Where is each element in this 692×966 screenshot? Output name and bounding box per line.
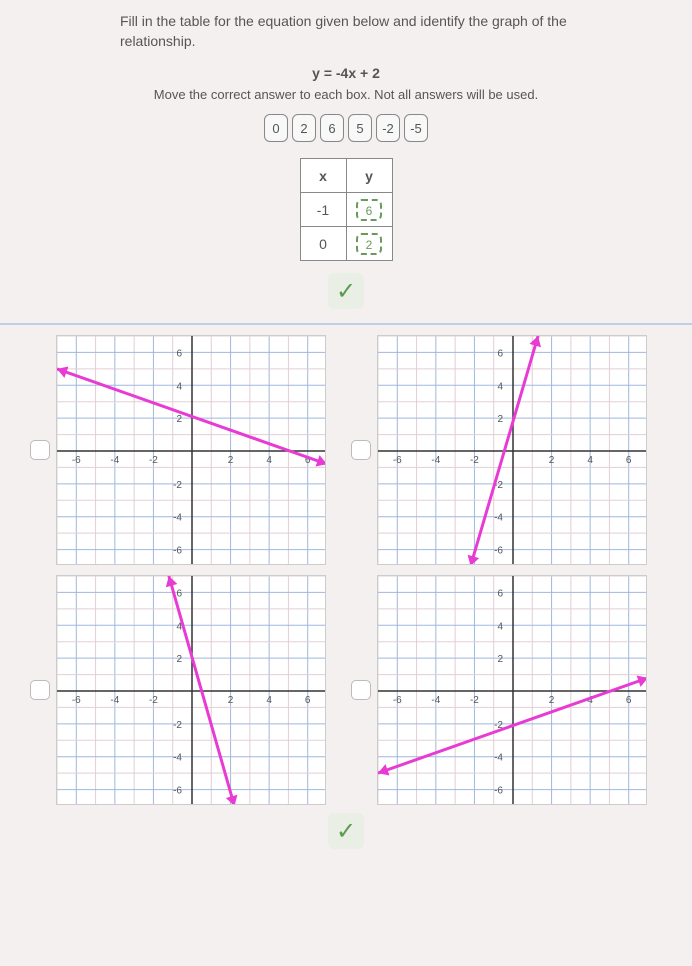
- svg-text:-6: -6: [393, 455, 402, 466]
- tile[interactable]: 0: [264, 114, 288, 142]
- cell-y-drop[interactable]: 6: [346, 193, 392, 227]
- graphs-grid: -6 -6 -4 -4 -2 -2 2 2 4 4 6 6 -6 -6 -4 -4 -2 -2 2 2 4 4 6 6 -6…: [0, 335, 692, 805]
- graph-4[interactable]: -6-6-4-4-2-2224466: [377, 575, 647, 805]
- svg-text:2: 2: [497, 414, 503, 425]
- cell-x: 0: [300, 227, 346, 261]
- svg-text:-6: -6: [173, 786, 182, 797]
- tile[interactable]: 6: [320, 114, 344, 142]
- tile[interactable]: -2: [376, 114, 400, 142]
- answer-tiles: 0 2 6 5 -2 -5: [0, 114, 692, 142]
- col-header-x: x: [300, 159, 346, 193]
- svg-text:4: 4: [176, 381, 182, 392]
- svg-text:2: 2: [228, 455, 234, 466]
- section-divider: [0, 323, 692, 325]
- instructions-text: Fill in the table for the equation given…: [0, 0, 692, 59]
- svg-text:6: 6: [176, 589, 182, 600]
- tile[interactable]: -5: [404, 114, 428, 142]
- svg-text:-4: -4: [110, 695, 119, 706]
- svg-text:2: 2: [176, 414, 182, 425]
- submit-check-button-2[interactable]: ✓: [328, 813, 364, 849]
- svg-text:2: 2: [228, 695, 234, 706]
- submit-check-button[interactable]: ✓: [328, 273, 364, 309]
- xy-table: x y -1 6 0 2: [300, 158, 393, 261]
- svg-text:2: 2: [497, 654, 503, 665]
- svg-text:-2: -2: [149, 695, 158, 706]
- svg-text:-2: -2: [149, 455, 158, 466]
- svg-text:-4: -4: [494, 513, 503, 524]
- svg-text:4: 4: [266, 455, 272, 466]
- svg-text:-6: -6: [72, 455, 81, 466]
- svg-text:-4: -4: [431, 455, 440, 466]
- svg-text:4: 4: [266, 695, 272, 706]
- tile[interactable]: 2: [292, 114, 316, 142]
- table-row: 0 2: [300, 227, 392, 261]
- svg-text:6: 6: [176, 349, 182, 360]
- svg-text:2: 2: [549, 695, 555, 706]
- svg-text:6: 6: [626, 695, 632, 706]
- graph-2[interactable]: -6-6-4-4-2-2224466: [377, 335, 647, 565]
- equation-text: y = -4x + 2: [0, 65, 692, 81]
- svg-text:-6: -6: [72, 695, 81, 706]
- sub-instructions-text: Move the correct answer to each box. Not…: [0, 87, 692, 102]
- svg-text:2: 2: [549, 455, 555, 466]
- svg-text:4: 4: [497, 621, 503, 632]
- cell-y-drop[interactable]: 2: [346, 227, 392, 261]
- svg-text:6: 6: [497, 349, 503, 360]
- tile[interactable]: 5: [348, 114, 372, 142]
- svg-text:-6: -6: [173, 546, 182, 557]
- svg-text:-4: -4: [173, 513, 182, 524]
- graph-radio-3[interactable]: [30, 680, 50, 700]
- svg-text:-2: -2: [470, 455, 479, 466]
- svg-text:-2: -2: [173, 480, 182, 491]
- svg-text:4: 4: [587, 455, 593, 466]
- svg-text:-4: -4: [494, 753, 503, 764]
- svg-text:-4: -4: [110, 455, 119, 466]
- svg-text:-4: -4: [431, 695, 440, 706]
- svg-text:6: 6: [626, 455, 632, 466]
- svg-text:-2: -2: [173, 720, 182, 731]
- svg-text:-6: -6: [494, 786, 503, 797]
- svg-text:6: 6: [305, 695, 311, 706]
- svg-text:2: 2: [176, 654, 182, 665]
- graph-radio-2[interactable]: [351, 440, 371, 460]
- svg-text:-6: -6: [393, 695, 402, 706]
- svg-text:-4: -4: [173, 753, 182, 764]
- col-header-y: y: [346, 159, 392, 193]
- svg-text:-6: -6: [494, 546, 503, 557]
- graph-radio-1[interactable]: [30, 440, 50, 460]
- svg-text:-2: -2: [470, 695, 479, 706]
- graph-radio-4[interactable]: [351, 680, 371, 700]
- graph-1[interactable]: -6-6-4-4-2-2224466: [56, 335, 326, 565]
- table-row: -1 6: [300, 193, 392, 227]
- cell-x: -1: [300, 193, 346, 227]
- svg-text:4: 4: [497, 381, 503, 392]
- graph-3[interactable]: -6-6-4-4-2-2224466: [56, 575, 326, 805]
- svg-text:6: 6: [497, 589, 503, 600]
